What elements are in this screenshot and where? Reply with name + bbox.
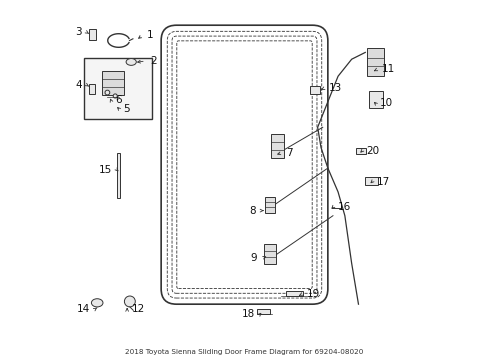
Text: 17: 17 (376, 177, 389, 187)
Text: 7: 7 (286, 148, 292, 158)
Text: 1: 1 (146, 30, 153, 40)
Text: 18: 18 (242, 309, 255, 319)
Text: 20: 20 (366, 146, 379, 156)
Bar (83, 58, 151, 119)
Text: 4: 4 (75, 80, 81, 90)
Text: 3: 3 (75, 27, 81, 37)
Circle shape (113, 94, 117, 98)
Text: 8: 8 (248, 206, 255, 216)
Bar (286, 291, 302, 296)
Bar (88, 29, 96, 40)
Bar (264, 197, 275, 213)
Text: 5: 5 (123, 104, 129, 113)
Bar (309, 86, 319, 94)
Text: 10: 10 (379, 98, 392, 108)
Text: 16: 16 (337, 202, 350, 212)
Bar (256, 309, 269, 314)
Bar (102, 71, 123, 95)
Text: 2: 2 (150, 56, 157, 66)
Text: 9: 9 (250, 253, 257, 263)
Bar (366, 48, 383, 76)
Bar (364, 177, 377, 185)
Circle shape (124, 296, 135, 307)
Ellipse shape (126, 59, 136, 66)
Text: 14: 14 (77, 304, 90, 314)
Text: 11: 11 (381, 64, 394, 75)
Text: 6: 6 (115, 95, 122, 105)
Bar (270, 134, 284, 158)
Ellipse shape (91, 299, 103, 307)
Text: 13: 13 (328, 83, 342, 93)
Bar (368, 90, 383, 108)
Text: 12: 12 (131, 304, 144, 314)
Bar (89, 84, 95, 94)
Text: 19: 19 (306, 289, 319, 299)
Circle shape (105, 90, 109, 95)
Bar (355, 148, 366, 154)
Bar (117, 153, 120, 198)
Text: 15: 15 (99, 165, 112, 175)
Bar (264, 244, 275, 264)
Text: 2018 Toyota Sienna Sliding Door Frame Diagram for 69204-08020: 2018 Toyota Sienna Sliding Door Frame Di… (125, 348, 363, 355)
